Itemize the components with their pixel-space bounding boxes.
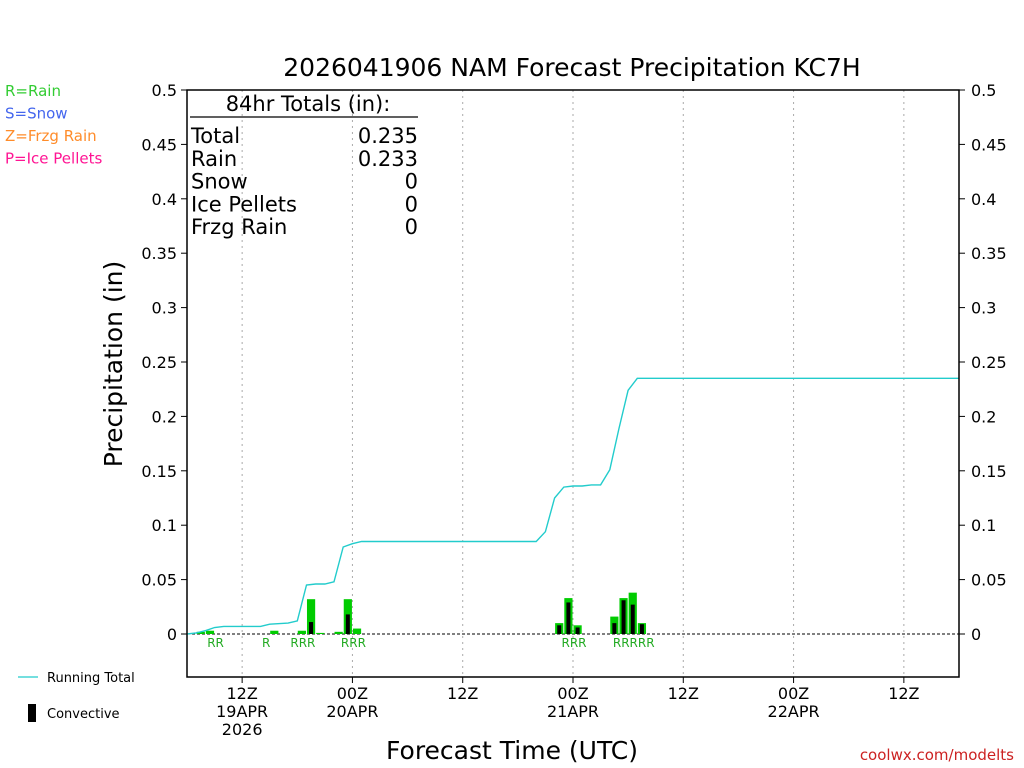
y-tick-label-left: 0 bbox=[167, 625, 177, 644]
totals-header: 84hr Totals (in): bbox=[226, 92, 391, 116]
y-tick-label-left: 0.05 bbox=[141, 571, 177, 590]
precip-bar bbox=[297, 630, 306, 634]
y-tick-label-right: 0.1 bbox=[971, 516, 996, 535]
precip-type-label: RRRRR bbox=[613, 636, 655, 650]
precip-bar bbox=[306, 599, 316, 634]
x-tick-label: 00Z bbox=[337, 684, 368, 703]
precip-type-legend-item: S=Snow bbox=[5, 105, 68, 123]
y-tick-label-left: 0.3 bbox=[152, 299, 177, 318]
precip-type-legend-item: Z=Frzg Rain bbox=[5, 127, 97, 145]
y-tick-label-right: 0.05 bbox=[971, 571, 1007, 590]
precip-bar bbox=[352, 628, 362, 634]
chart-title: 2026041906 NAM Forecast Precipitation KC… bbox=[283, 53, 860, 82]
y-tick-label-right: 0.4 bbox=[971, 190, 996, 209]
y-tick-label-right: 0 bbox=[971, 625, 981, 644]
y-tick-label-left: 0.1 bbox=[152, 516, 177, 535]
precip-type-label: RR bbox=[207, 636, 224, 650]
precip-type-label: RRR bbox=[341, 636, 366, 650]
totals-row-label: Total bbox=[190, 124, 240, 148]
convective-bar bbox=[630, 604, 635, 634]
x-tick-label: 12Z bbox=[226, 684, 257, 703]
y-axis-label: Precipitation (in) bbox=[99, 261, 128, 468]
precip-bar bbox=[270, 630, 279, 634]
credit-text: coolwx.com/modelts bbox=[860, 746, 1014, 764]
x-tick-label: 21APR bbox=[547, 702, 599, 721]
totals-row-value: 0.235 bbox=[358, 124, 418, 148]
x-tick-label: 00Z bbox=[778, 684, 809, 703]
convective-bar bbox=[621, 600, 626, 634]
y-tick-label-right: 0.5 bbox=[971, 81, 996, 100]
precip-type-legend-item: R=Rain bbox=[5, 82, 61, 100]
y-tick-label-right: 0.3 bbox=[971, 299, 996, 318]
precip-type-label: R bbox=[262, 636, 270, 650]
x-tick-label: 12Z bbox=[668, 684, 699, 703]
x-tick-label: 00Z bbox=[557, 684, 588, 703]
precip-bar bbox=[196, 631, 205, 634]
totals-row-value: 0 bbox=[405, 170, 418, 194]
convective-bar bbox=[309, 622, 314, 634]
convective-legend-swatch bbox=[28, 704, 36, 722]
totals-row-value: 0.233 bbox=[358, 147, 418, 171]
x-axis-label: Forecast Time (UTC) bbox=[386, 736, 638, 765]
convective-bar bbox=[612, 623, 617, 634]
precip-bar bbox=[334, 631, 343, 634]
precip-type-legend: R=Rain S=Snow Z=Frzg Rain P=Ice Pellets bbox=[5, 82, 102, 168]
convective-bar bbox=[557, 625, 562, 634]
x-tick-label: 2026 bbox=[222, 720, 263, 739]
x-tick-label: 12Z bbox=[888, 684, 919, 703]
gridlines bbox=[241, 90, 905, 677]
totals-box: 84hr Totals (in): Total 0.235 Rain 0.233 Sno… bbox=[190, 92, 418, 239]
totals-row-label: Rain bbox=[191, 147, 237, 171]
convective-bar bbox=[345, 614, 350, 634]
y-tick-label-right: 0.45 bbox=[971, 135, 1007, 154]
x-tick-label: 20APR bbox=[326, 702, 378, 721]
convective-bar bbox=[639, 624, 644, 634]
y-tick-label-left: 0.5 bbox=[152, 81, 177, 100]
precip-type-labels: RR R RRR RRR RRR RRRRR bbox=[207, 636, 654, 650]
precip-bars bbox=[196, 592, 647, 634]
x-tick-label: 22APR bbox=[768, 702, 820, 721]
convective-bar bbox=[566, 602, 571, 634]
totals-row-label: Frzg Rain bbox=[191, 215, 287, 239]
totals-row-label: Ice Pellets bbox=[191, 192, 297, 216]
y-tick-label-right: 0.35 bbox=[971, 244, 1007, 263]
y-tick-label-right: 0.25 bbox=[971, 353, 1007, 372]
y-tick-label-left: 0.4 bbox=[152, 190, 177, 209]
precip-type-label: RRR bbox=[561, 636, 586, 650]
totals-rows: Total 0.235 Rain 0.233 Snow 0 Ice Pellets 0 Frzg… bbox=[190, 124, 418, 239]
convective-legend-label: Convective bbox=[47, 707, 120, 722]
precip-type-legend-item: P=Ice Pellets bbox=[5, 150, 102, 168]
y-axis-ticks: 0 00.05 0.050.1 0.10.15 0.150.2 0.20.25 0.250.… bbox=[141, 81, 1006, 644]
y-tick-label-right: 0.2 bbox=[971, 407, 996, 426]
running-total-line bbox=[186, 377, 959, 635]
y-tick-label-right: 0.15 bbox=[971, 462, 1007, 481]
x-tick-label: 19APR bbox=[216, 702, 268, 721]
totals-row-label: Snow bbox=[191, 170, 248, 194]
convective-bar bbox=[575, 627, 580, 634]
y-tick-label-left: 0.35 bbox=[141, 244, 177, 263]
y-tick-label-left: 0.2 bbox=[152, 407, 177, 426]
precip-type-label: RRR bbox=[290, 636, 315, 650]
x-tick-label: 12Z bbox=[447, 684, 478, 703]
totals-row-value: 0 bbox=[405, 192, 418, 216]
totals-row-value: 0 bbox=[405, 215, 418, 239]
y-tick-label-left: 0.25 bbox=[141, 353, 177, 372]
running-total-legend-label: Running Total bbox=[47, 671, 135, 686]
y-tick-label-left: 0.15 bbox=[141, 462, 177, 481]
precip-bar bbox=[205, 630, 215, 634]
y-tick-label-left: 0.45 bbox=[141, 135, 177, 154]
precip-bar bbox=[316, 632, 325, 634]
